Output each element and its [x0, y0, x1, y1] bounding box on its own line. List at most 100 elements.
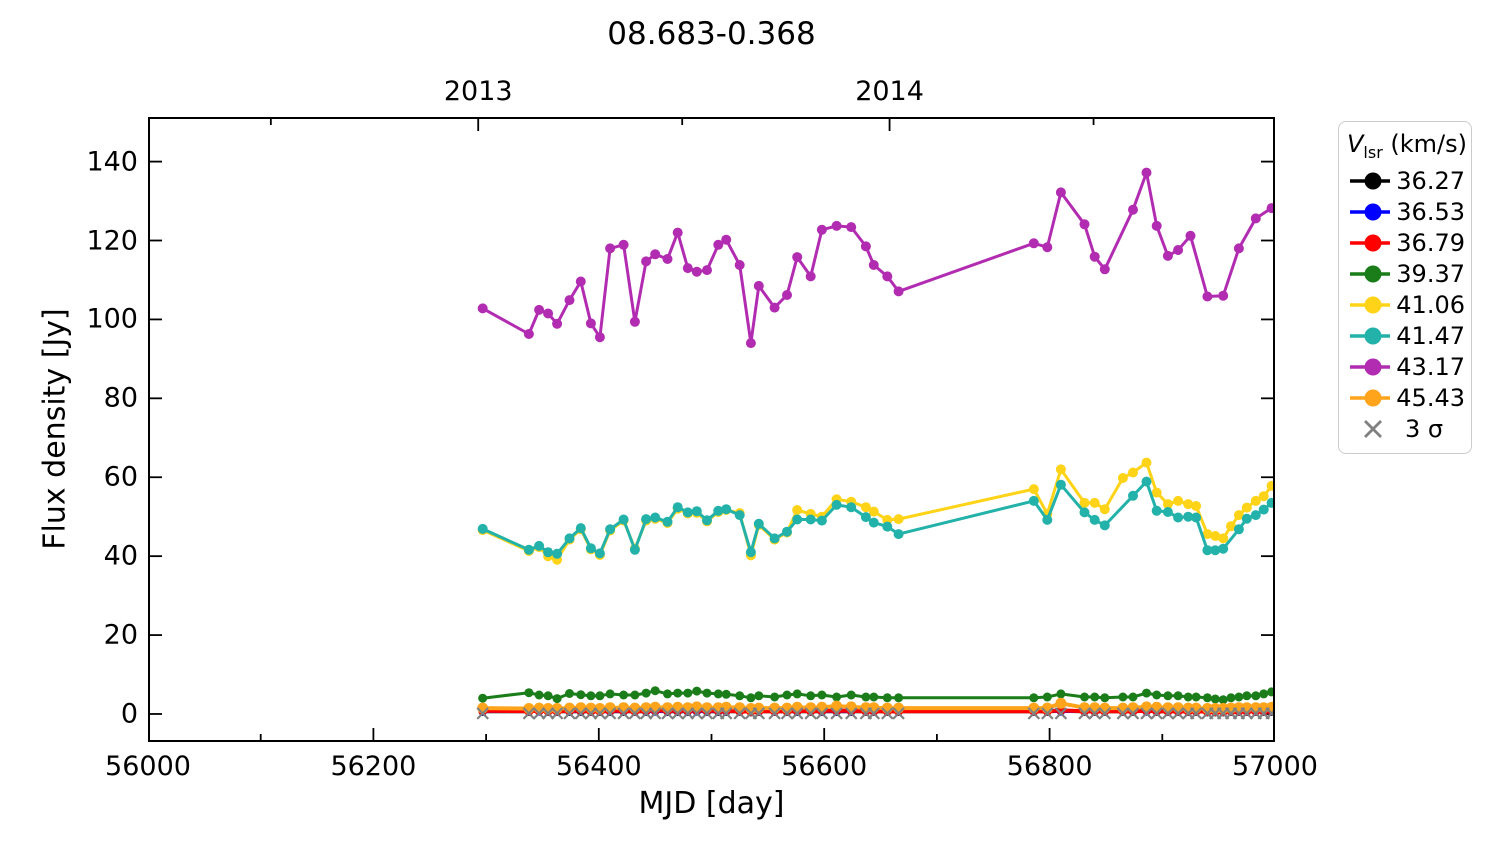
series-43.17-point — [1141, 167, 1152, 178]
series-39.37-point — [894, 693, 904, 703]
series-41.06-point — [1099, 504, 1110, 515]
series-43.17-point — [1202, 291, 1213, 302]
sigma3-x-marker — [671, 707, 684, 720]
series-39.37-point — [861, 692, 871, 702]
series-41.47-point — [534, 540, 545, 551]
series-41.06-point — [1250, 495, 1261, 506]
legend-entry-label: 39.37 — [1396, 260, 1465, 289]
series-41.47-point — [713, 505, 724, 516]
legend-line-dot-marker — [1350, 265, 1391, 283]
series-41.47-point — [893, 529, 904, 540]
series-41.47-point — [682, 507, 693, 518]
series-43.17-point — [893, 286, 904, 297]
series-41.47-point — [575, 523, 586, 534]
series-39.37-point — [1191, 692, 1201, 702]
series-43.17-point — [662, 254, 673, 264]
series-41.47-point — [618, 514, 629, 525]
legend-entry: 36.27 — [1347, 166, 1465, 197]
series-41.06-point — [1055, 464, 1066, 475]
series-43.17-point — [1233, 243, 1244, 254]
series-41.47-point — [860, 512, 871, 523]
series-45.43-point — [791, 701, 803, 713]
series-39.37-point — [663, 689, 672, 699]
series-41.06-point — [792, 505, 803, 515]
plot-area — [147, 117, 1278, 742]
series-45.43-point — [1079, 702, 1090, 714]
series-41.06-point — [1183, 499, 1194, 510]
series-41.06-point — [1128, 467, 1138, 478]
series-43.17-point — [713, 239, 724, 250]
series-43.17-point — [1055, 187, 1066, 198]
series-39.37-point — [721, 689, 731, 699]
series-43.17-point — [1173, 245, 1184, 255]
series-45.43-point — [672, 701, 684, 713]
series-43.17-point — [594, 332, 605, 343]
series-39.37-point — [586, 691, 596, 701]
series-45.43-point — [831, 700, 843, 712]
series-39.37-point — [1251, 691, 1261, 701]
sigma3-x-marker — [541, 707, 555, 720]
series-41.47-point — [1218, 543, 1229, 554]
legend-entry: 45.43 — [1347, 383, 1465, 414]
series-39.37-point — [1242, 691, 1252, 701]
legend-entry-label: 41.06 — [1396, 291, 1465, 320]
series-45.43-point — [868, 702, 880, 714]
series-41.47-point — [1089, 514, 1100, 525]
series-45.43-point — [805, 702, 817, 714]
sigma3-x-marker — [1098, 707, 1112, 720]
sigma3-x-marker — [719, 707, 733, 720]
legend-line-dot-marker — [1350, 389, 1391, 407]
series-41.47-point — [1233, 524, 1244, 535]
series-39.37-point — [1029, 693, 1039, 703]
year-tick-label: 2013 — [443, 76, 513, 107]
series-43.17-point — [585, 318, 596, 329]
sigma3-x-marker — [1126, 707, 1140, 720]
series-39.37-point — [673, 688, 683, 698]
series-41.06-point — [1218, 533, 1229, 544]
series-41.47-point — [1028, 495, 1039, 506]
series-43.17-point — [1128, 204, 1138, 215]
series-41.47-point — [1162, 507, 1173, 517]
series-43.17-point — [641, 256, 652, 267]
series-45.43-point — [1172, 702, 1184, 714]
series-39.37-point — [543, 691, 553, 701]
series-39.37-point — [534, 690, 544, 700]
series-45.43-point — [734, 702, 746, 714]
series-39.37-point — [1259, 689, 1269, 699]
series-39.37-point — [630, 690, 640, 700]
series-43.17-point — [1250, 213, 1261, 224]
legend-entry: 36.79 — [1347, 228, 1465, 259]
y-tick-label: 0 — [120, 698, 138, 730]
sigma3-x-marker — [844, 707, 858, 720]
series-39.37-point — [1090, 692, 1100, 702]
series-41.47-point — [753, 518, 764, 529]
series-41.47-point — [1128, 490, 1138, 501]
series-43.17-point — [882, 271, 893, 282]
legend-x-marker — [1364, 420, 1382, 439]
legend-line-dot-marker — [1350, 203, 1391, 221]
x-tick-label: 56200 — [330, 751, 417, 782]
legend-entry: 39.37 — [1347, 259, 1465, 290]
series-43.17-point — [575, 276, 586, 287]
series-45.43-point — [1127, 702, 1139, 714]
series-41.06-point — [1028, 484, 1039, 495]
series-41.06-point — [1141, 457, 1152, 468]
sigma3-x-marker — [1027, 707, 1041, 720]
plot-frame — [148, 117, 1275, 742]
series-43.17-point — [523, 329, 534, 339]
series-41.47-point — [1250, 510, 1261, 521]
series-41.47-point — [641, 514, 652, 525]
series-39.37-point — [832, 692, 842, 702]
series-41.47-point — [868, 517, 879, 528]
series-43.17-point — [745, 338, 756, 349]
legend-entries: 36.27 36.53 36.79 39.37 41.06 41.47 43.17 45.43… — [1347, 166, 1465, 445]
series-43.17-point — [605, 243, 616, 254]
series-41.47-point — [552, 548, 563, 559]
y-tick-label: 60 — [103, 461, 138, 493]
series-39.37-point — [478, 693, 488, 703]
series-39.37-point — [1226, 693, 1236, 703]
series-43.17-point — [543, 308, 554, 319]
series-41.06-point — [1079, 497, 1090, 508]
series-39.37-point — [1142, 688, 1151, 698]
series-41.47-point — [792, 514, 803, 525]
